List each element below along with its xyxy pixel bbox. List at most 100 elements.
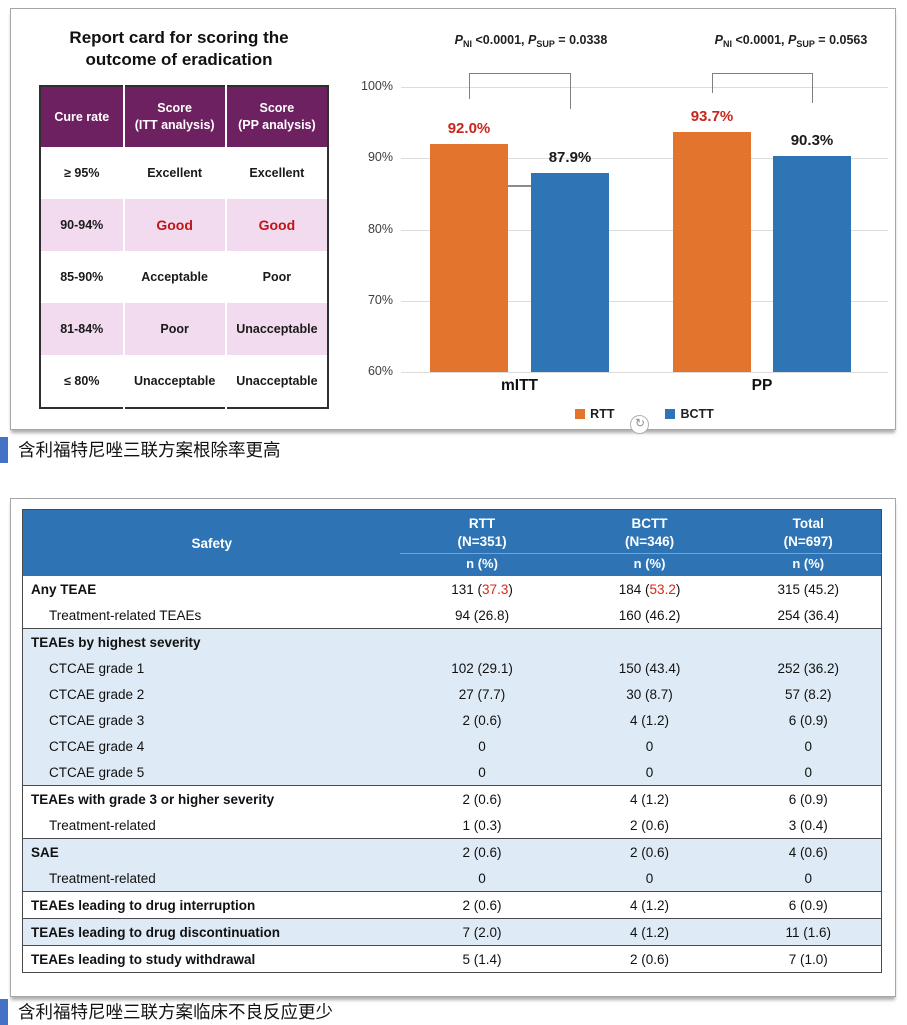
bar-bctt-pp: [773, 156, 851, 372]
safety-row-value: 4 (1.2): [563, 918, 736, 946]
safety-row-value: 315 (45.2): [777, 581, 839, 597]
highlighted-value: 37.3: [482, 581, 509, 597]
safety-header-safety: Safety: [22, 509, 401, 577]
safety-row-value: 2 (0.6): [563, 838, 736, 866]
bar-value-label: 93.7%: [690, 107, 734, 125]
gridline: [401, 372, 888, 373]
report-card-cell: ≥ 95%: [64, 166, 100, 180]
report-card-cell: Excellent: [122, 147, 226, 199]
report-card-title-line1: Report card for scoring the: [69, 28, 289, 47]
legend-item-bctt: BCTT: [665, 407, 714, 421]
safety-row-value: 0: [400, 865, 564, 892]
gridline: [401, 300, 888, 302]
safety-row-label: SAE: [22, 838, 401, 866]
report-card-row: 90-94% Good Good: [40, 199, 328, 251]
safety-row-value: 94 (26.8): [455, 607, 510, 623]
safety-table-row: TEAEs with grade 3 or higher severity 2 (…: [22, 785, 882, 813]
safety-row-value: [563, 628, 736, 656]
safety-table-row: CTCAE grade 2 27 (7.7) 30 (8.7) 57 (8.2): [22, 681, 882, 708]
y-axis-tick-label: 90%: [367, 150, 393, 165]
safety-row-value: 6 (0.9): [735, 707, 882, 734]
safety-subheader-row: n (%) n (%) n (%): [23, 553, 882, 577]
safety-header-rtt: RTT (N=351): [400, 509, 564, 554]
safety-subheader-bctt: n (%): [563, 553, 736, 577]
caption-eradication-text: 含利福特尼唑三联方案根除率更高: [18, 440, 281, 460]
safety-table-row: Treatment-related TEAEs 94 (26.8) 160 (46.…: [23, 602, 882, 629]
report-card-title: Report card for scoring the outcome of e…: [29, 27, 329, 71]
report-card-header-pp: Score (PP analysis): [224, 86, 328, 147]
y-axis-tick-label: 60%: [367, 364, 393, 378]
caption-marker-icon: [0, 437, 8, 463]
safety-row-value: 2 (0.6): [400, 785, 564, 813]
safety-row-value: 7 (2.0): [400, 918, 564, 946]
safety-row-label: CTCAE grade 4: [22, 733, 401, 760]
safety-row-value: 2 (0.6): [400, 891, 564, 919]
bar-rtt-pp: [673, 131, 751, 372]
safety-row-value: 4 (1.2): [563, 785, 736, 813]
significance-bracket-arm: [712, 73, 713, 93]
safety-row-value: 0: [400, 733, 564, 760]
safety-row-value: 3 (0.4): [788, 817, 828, 833]
bar-value-label: 90.3%: [790, 132, 834, 150]
safety-row-value: 5 (1.4): [400, 945, 564, 973]
report-card-cell: 90-94%: [40, 199, 124, 251]
legend-label-bctt: BCTT: [680, 407, 714, 421]
safety-table-row: TEAEs by highest severity: [22, 628, 882, 656]
safety-row-value: 2 (0.6): [400, 838, 564, 866]
legend-item-rtt: RTT: [575, 407, 614, 421]
safety-table: Safety RTT (N=351) BCTT (N=346) Total (N…: [22, 509, 882, 974]
report-card-row: 81-84% Poor Unacceptable: [40, 303, 328, 355]
report-card-cell: Acceptable: [122, 251, 226, 303]
report-card-header-cure-rate: Cure rate: [40, 86, 124, 147]
gridline: [401, 87, 888, 88]
safety-row-label: Any TEAE: [31, 581, 97, 597]
safety-row-value: 4 (0.6): [735, 838, 882, 866]
safety-row-value: 27 (7.7): [400, 681, 564, 708]
safety-header-row: Safety RTT (N=351) BCTT (N=346) Total (N…: [22, 509, 882, 577]
highlighted-value: 53.2: [649, 581, 676, 597]
y-axis-tick-label: 100%: [361, 79, 393, 93]
significance-bracket-arm: [469, 73, 470, 99]
safety-row-value: 0: [735, 865, 882, 892]
significance-bracket-arm: [570, 73, 571, 109]
report-card-cell: Poor: [122, 303, 226, 355]
safety-row-value: 0: [563, 733, 736, 760]
safety-table-row: TEAEs leading to drug discontinuation 7 (…: [22, 918, 882, 946]
safety-table-row: TEAEs leading to drug interruption 2 (0.6…: [22, 891, 882, 919]
safety-row-value: 4 (1.2): [563, 891, 736, 919]
safety-row-value: 254 (36.4): [777, 607, 839, 623]
safety-row-value: [735, 628, 882, 656]
report-card-cell: Excellent: [224, 147, 328, 199]
caption-eradication: 含利福特尼唑三联方案根除率更高: [0, 437, 907, 463]
safety-row-label: Treatment-related: [22, 865, 401, 892]
report-card-cell: 85-90%: [60, 270, 104, 284]
caption-safety: 含利福特尼唑三联方案临床不良反应更少: [0, 999, 907, 1025]
safety-table-row: SAE 2 (0.6) 2 (0.6) 4 (0.6): [22, 838, 882, 866]
refresh-icon[interactable]: ↻: [630, 415, 650, 434]
report-card-row: ≤ 80% Unacceptable Unacceptable: [40, 355, 328, 408]
safety-table-row: Treatment-related 0 0 0: [22, 865, 882, 892]
report-card-cell: 81-84%: [40, 303, 124, 355]
safety-row-label: TEAEs leading to drug discontinuation: [22, 918, 401, 946]
safety-row-label: CTCAE grade 3: [22, 707, 401, 734]
refresh-glyph: ↻: [634, 416, 646, 430]
report-card-title-line2: outcome of eradication: [85, 50, 273, 70]
safety-row-value: 102 (29.1): [400, 655, 564, 682]
pvalue-annotation-mitt: PNI <0.0001, PSUP = 0.0338: [454, 33, 608, 49]
report-card-cell: Good: [224, 199, 328, 251]
rtt-swatch-icon: [575, 409, 586, 419]
report-card-header-row: Cure rate Score (ITT analysis) Score (PP…: [40, 86, 328, 147]
report-card-row: ≥ 95% Excellent Excellent: [40, 147, 328, 199]
safety-row-value: 252 (36.2): [735, 655, 882, 682]
bar-rtt-mitt: [430, 144, 508, 372]
report-card-cell: ≤ 80%: [64, 374, 100, 388]
legend-label-rtt: RTT: [590, 407, 615, 421]
bar-value-label: 92.0%: [447, 120, 491, 137]
safety-table-panel: Safety RTT (N=351) BCTT (N=346) Total (N…: [10, 498, 896, 997]
safety-row-value: 4 (1.2): [563, 707, 736, 734]
safety-row-value: [400, 628, 564, 656]
safety-row-value: 2 (0.6): [630, 817, 670, 833]
